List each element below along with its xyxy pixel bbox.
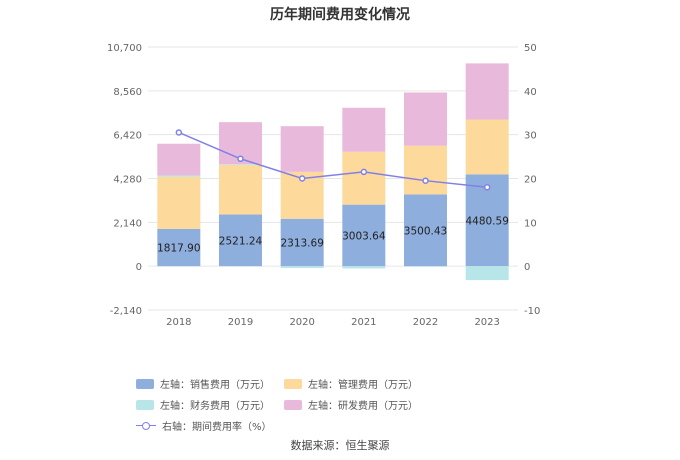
legend-item-rate[interactable]: 右轴：期间费用率（%） (136, 418, 272, 433)
bar-segment (342, 266, 386, 269)
x-axis-tick: 2019 (228, 317, 253, 328)
bar-segment (280, 218, 324, 267)
bar-segment (404, 92, 447, 146)
bar-segment (280, 266, 324, 269)
legend-item-admin[interactable]: 左轴：管理费用（万元） (284, 376, 418, 391)
legend-item-rnd[interactable]: 左轴：研发费用（万元） (284, 397, 418, 412)
right-axis-tick: 30 (524, 131, 537, 142)
legend-swatch-finance (136, 399, 154, 410)
right-axis-tick: 40 (524, 87, 537, 98)
x-axis-tick: 2020 (289, 317, 314, 328)
x-axis-tick: 2022 (413, 317, 438, 328)
bar-segment (404, 266, 447, 267)
bar-segment (465, 63, 509, 120)
left-axis-tick: 8,560 (113, 87, 142, 98)
bar-data-label: 2521.24 (219, 235, 263, 247)
right-axis-tick: 50 (524, 43, 537, 54)
bar-segment (280, 126, 324, 172)
legend-label-admin: 左轴：管理费用（万元） (308, 380, 418, 391)
legend-label-rate: 右轴：期间费用率（%） (162, 422, 272, 433)
x-axis-tick: 2023 (474, 317, 499, 328)
left-axis-tick: 6,420 (113, 131, 142, 142)
bar-segment (404, 145, 447, 195)
left-axis-tick: 4,280 (113, 175, 142, 186)
left-axis-tick: 10,700 (107, 43, 142, 54)
legend: 左轴：销售费用（万元） 左轴：管理费用（万元） 左轴：财务费用（万元） 左轴：研… (136, 376, 556, 433)
right-axis-tick: 0 (524, 262, 530, 273)
bar-data-label: 3003.64 (342, 230, 386, 242)
legend-swatch-rnd (284, 399, 302, 410)
legend-label-finance: 左轴：财务费用（万元） (160, 401, 270, 412)
rate-point (360, 168, 368, 176)
rate-point (422, 177, 429, 184)
bar-segment (465, 119, 509, 175)
bar-segment (157, 176, 201, 229)
rate-point (298, 175, 306, 182)
legend-label-rnd: 左轴：研发费用（万元） (308, 401, 418, 412)
rate-line (178, 131, 488, 189)
bar-segment (342, 151, 386, 205)
bar-segment (157, 175, 201, 177)
left-axis-tick: 2,140 (113, 218, 142, 229)
rate-point (237, 155, 244, 163)
bar-data-label: 3500.43 (404, 225, 447, 237)
legend-item-finance[interactable]: 左轴：财务费用（万元） (136, 397, 270, 412)
bar-segment (157, 143, 201, 176)
bar-segment (342, 204, 386, 267)
x-axis-tick: 2021 (351, 317, 376, 328)
bar-segment (404, 194, 447, 267)
bar-segment (219, 164, 262, 215)
bar-segment (219, 214, 262, 267)
right-axis-tick: 20 (524, 175, 537, 186)
legend-swatch-sales (136, 378, 154, 389)
bar-segment (157, 228, 201, 267)
legend-swatch-admin (284, 378, 302, 389)
bar-data-label: 4480.59 (465, 215, 508, 227)
bar-data-label: 1817.90 (157, 243, 200, 255)
legend-swatch-rate (136, 421, 156, 431)
right-axis-tick: 10 (524, 218, 537, 229)
x-axis-tick: 2018 (166, 317, 191, 328)
rate-point (483, 184, 491, 191)
left-axis-tick: -2,140 (110, 306, 142, 317)
bar-segment (342, 107, 386, 152)
bar-segment (465, 266, 509, 281)
chart-title: 历年期间费用变化情况 (270, 7, 410, 23)
legend-label-sales: 左轴：销售费用（万元） (160, 380, 270, 391)
bar-data-label: 2313.69 (280, 237, 323, 249)
data-source: 数据来源：恒生聚源 (290, 439, 390, 452)
right-axis-tick: -10 (524, 306, 540, 317)
legend-item-sales[interactable]: 左轴：销售费用（万元） (136, 376, 270, 391)
bar-segment (219, 164, 262, 165)
left-axis-tick: 0 (136, 262, 142, 273)
rate-point (175, 129, 183, 136)
